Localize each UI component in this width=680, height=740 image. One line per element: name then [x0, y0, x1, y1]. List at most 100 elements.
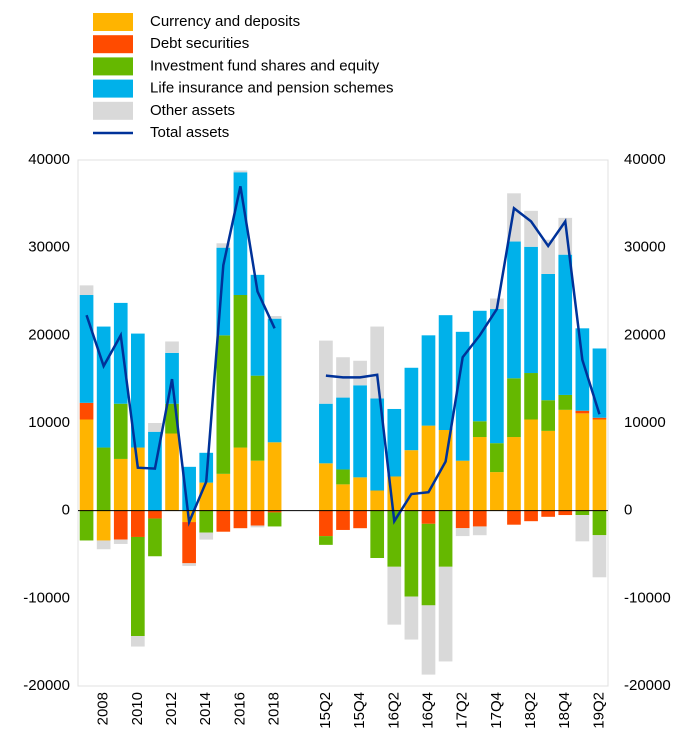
bar-segment — [370, 398, 385, 491]
y-tick-label: 40000 — [28, 151, 70, 168]
y2-tick-label: -10000 — [624, 589, 671, 606]
bar-segment — [592, 348, 607, 418]
bar-segment — [455, 331, 470, 461]
bar-segment — [490, 443, 504, 473]
bar-segment — [592, 510, 607, 536]
bar-segment — [113, 458, 128, 511]
total-line — [85, 186, 601, 527]
bar-segment — [438, 510, 453, 567]
bar-segment — [79, 402, 94, 420]
bar-segment — [438, 566, 453, 662]
bar-segment — [131, 447, 145, 511]
bar-segment — [131, 536, 145, 637]
x-tick-label: 18Q4 — [556, 692, 573, 729]
bar-segment — [575, 410, 590, 414]
bar-segment — [524, 419, 538, 511]
bar-segment — [131, 333, 145, 448]
bar-segment — [79, 285, 94, 296]
bar-segment — [182, 522, 196, 564]
bar-segment — [455, 510, 470, 529]
bar-segment — [490, 309, 504, 444]
y2-tick-label: 40000 — [624, 151, 666, 168]
bar-segment — [131, 636, 145, 647]
bar-segment — [404, 596, 419, 640]
bar-segment — [455, 460, 470, 511]
bar-segment — [558, 409, 573, 511]
bar-segment — [524, 510, 538, 522]
bar-segment — [404, 450, 419, 511]
y-tick-label: 20000 — [28, 326, 70, 343]
y2-tick-label: 10000 — [624, 414, 666, 431]
bar-segment — [353, 360, 367, 386]
bar-segment — [199, 510, 214, 533]
bar-segment — [267, 316, 282, 319]
legend-label: Debt securities — [150, 35, 249, 52]
bar-segment — [267, 512, 282, 527]
bar-segment — [472, 526, 487, 536]
x-tick-label: 15Q4 — [351, 692, 368, 729]
legend-swatch — [93, 79, 133, 98]
bar-segment — [575, 510, 590, 516]
legend-label: Total assets — [150, 124, 229, 141]
bar-segment — [507, 437, 521, 511]
bar-segment — [165, 433, 179, 511]
bar-segment — [472, 437, 487, 511]
bar-segment — [148, 510, 162, 519]
x-tick-label: 2012 — [163, 692, 180, 725]
bar-segment — [387, 408, 402, 477]
bar-segment — [421, 523, 436, 606]
bar-segment — [558, 510, 573, 516]
bar-segment — [575, 515, 590, 542]
bar-segment — [421, 335, 436, 426]
bar-segment — [558, 394, 573, 410]
bar-segment — [404, 367, 419, 451]
bar-segment — [575, 413, 590, 511]
bar-segment — [370, 326, 385, 399]
bar-segment — [216, 243, 231, 248]
bar-segment — [472, 421, 487, 438]
x-tick-label: 17Q2 — [454, 692, 471, 729]
bar-segment — [165, 341, 179, 353]
bar-segment — [507, 510, 521, 525]
bar-segment — [541, 400, 555, 431]
x-tick-label: 19Q2 — [590, 692, 607, 729]
bar-segment — [592, 419, 607, 511]
bar-segment — [79, 419, 94, 511]
x-tick-label: 2018 — [266, 692, 283, 725]
x-tick-label: 2014 — [197, 692, 214, 725]
bar-segment — [250, 375, 265, 461]
bar-segment — [216, 335, 231, 474]
bar-segment — [370, 510, 385, 559]
bar-segment — [148, 423, 162, 432]
bar-segment — [250, 525, 265, 528]
y2-tick-label: 20000 — [624, 326, 666, 343]
legend-label: Currency and deposits — [150, 13, 300, 30]
bar-segment — [250, 510, 265, 526]
bar-segment — [575, 328, 590, 411]
plot-frame — [77, 159, 609, 687]
y2-tick-label: -20000 — [624, 677, 671, 694]
x-tick-label: 16Q2 — [385, 692, 402, 729]
bar-segment — [79, 510, 94, 541]
bar-segment — [490, 472, 504, 511]
bar-segment — [455, 528, 470, 537]
bar-segment — [319, 340, 333, 404]
y2-tick-label: 0 — [624, 502, 632, 519]
legend-label: Life insurance and pension schemes — [150, 80, 394, 97]
y-tick-label: -10000 — [23, 589, 70, 606]
legend-label: Investment fund shares and equity — [150, 57, 380, 74]
bar-segment — [267, 510, 282, 513]
bar-segment — [472, 510, 487, 527]
bar-segment — [96, 447, 111, 511]
x-tick-label: 16Q4 — [419, 692, 436, 729]
bar-segment — [216, 510, 231, 532]
bar-segment — [113, 302, 128, 404]
bar-segment — [199, 482, 214, 511]
bar-segment — [507, 378, 521, 438]
bar-segment — [558, 254, 573, 395]
bar-segment — [165, 352, 179, 404]
legend-swatch — [93, 101, 133, 120]
bar-segment — [96, 510, 111, 541]
bar-segment — [541, 510, 555, 517]
